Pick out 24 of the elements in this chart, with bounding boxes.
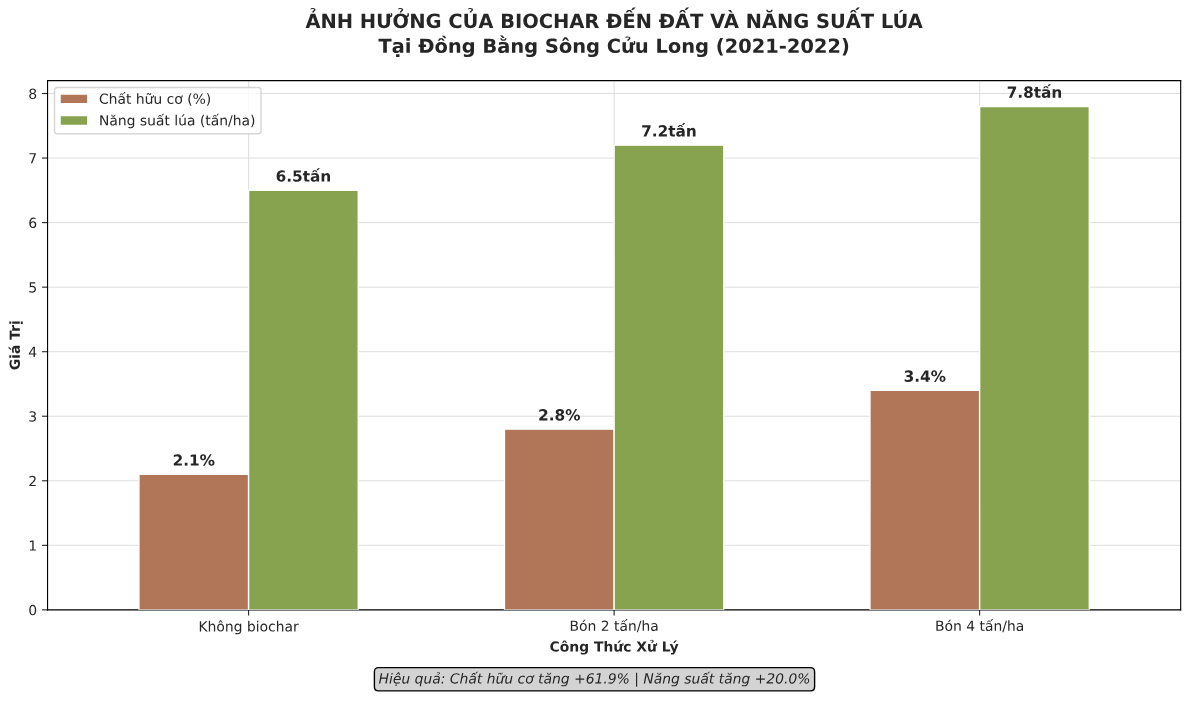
y-tick-label: 1 (29, 540, 36, 551)
y-tick-label: 2 (29, 475, 36, 487)
y-tick-label: 6 (29, 217, 37, 229)
legend-label: Chất hữu cơ (%) (99, 92, 211, 106)
x-axis-title: Công Thức Xử Lý (550, 639, 679, 655)
y-tick-label: 5 (29, 282, 36, 293)
data-label: 3.4% (904, 370, 946, 382)
chart-title: ẢNH HƯỞNG CỦA BIOCHAR ĐẾN ĐẤT VÀ NĂNG SUẤT LÚA Tại Đồng Bằng Sông Cửu Long (2021-2022) (305, 7, 923, 58)
data-label: 2.8% (539, 409, 580, 421)
y-tick-label: 8 (29, 88, 37, 99)
data-label: 7.8tấn (1007, 84, 1062, 98)
x-tick-label: Không biochar (199, 620, 299, 635)
text: Hiệu quả: Chất hữu cơ tăng +61.9% | Năng suất tăng +20.0% (378, 671, 810, 687)
x-tick-label: Bón 4 tấn/ha (936, 619, 1023, 633)
legend-label: Năng suất lúa (tấn/ha) (100, 113, 255, 129)
data-label: 7.2tấn (642, 123, 696, 137)
data-label: 6.5tấn (276, 168, 331, 182)
data-label: 2.1% (173, 454, 215, 466)
y-tick-label: 7 (29, 153, 36, 164)
y-tick-label: 4 (28, 346, 37, 357)
y-axis-title: Giá Trị (8, 321, 23, 370)
x-tick-label: Bón 2 tấn/ha (570, 619, 658, 633)
y-tick-label: 3 (29, 411, 37, 422)
y-tick-label: 0 (29, 604, 37, 616)
